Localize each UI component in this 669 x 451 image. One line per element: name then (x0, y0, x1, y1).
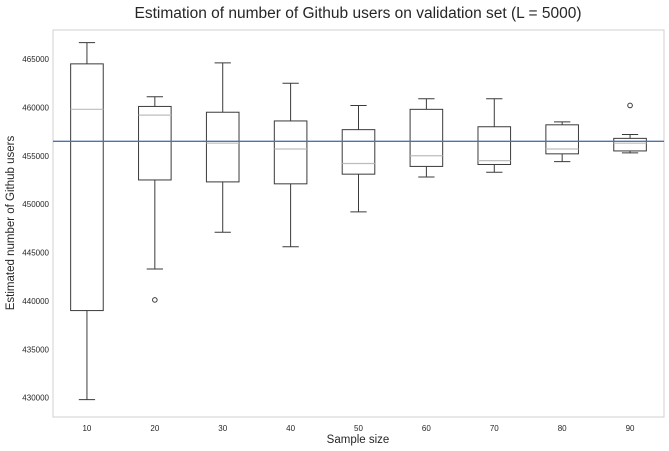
y-tick-label: 440000 (22, 297, 49, 306)
x-tick-label: 60 (422, 424, 431, 433)
y-axis-ticks: 430000 435000 440000 445000 450000 455000 4600… (22, 55, 49, 403)
y-tick-label: 450000 (22, 200, 49, 209)
x-tick-label: 40 (286, 424, 295, 433)
chart-title: Estimation of number of Github users on … (134, 5, 581, 22)
box-iqr (206, 112, 239, 182)
box-iqr (478, 127, 511, 165)
box-iqr (274, 121, 307, 184)
x-tick-label: 50 (354, 424, 363, 433)
x-tick-label: 80 (558, 424, 567, 433)
box-iqr (71, 64, 104, 311)
box-iqr (614, 138, 647, 151)
box-group (410, 99, 443, 177)
y-tick-label: 435000 (22, 345, 49, 354)
y-tick-label: 430000 (22, 394, 49, 403)
y-axis-label: Estimated number of Github users (5, 136, 17, 311)
plot-area (53, 30, 664, 417)
x-tick-label: 20 (150, 424, 159, 433)
y-tick-label: 465000 (22, 55, 49, 64)
x-axis-label: Sample size (327, 434, 390, 446)
y-tick-label: 445000 (22, 249, 49, 258)
x-tick-label: 90 (626, 424, 635, 433)
y-tick-label: 460000 (22, 103, 49, 112)
x-tick-label: 10 (82, 424, 91, 433)
box-iqr (139, 106, 172, 180)
x-tick-label: 30 (218, 424, 227, 433)
box-iqr (410, 109, 443, 166)
x-tick-label: 70 (490, 424, 499, 433)
y-tick-label: 455000 (22, 152, 49, 161)
box-iqr (342, 130, 375, 175)
x-axis-ticks: 10 20 30 40 50 60 70 80 90 (82, 424, 635, 433)
